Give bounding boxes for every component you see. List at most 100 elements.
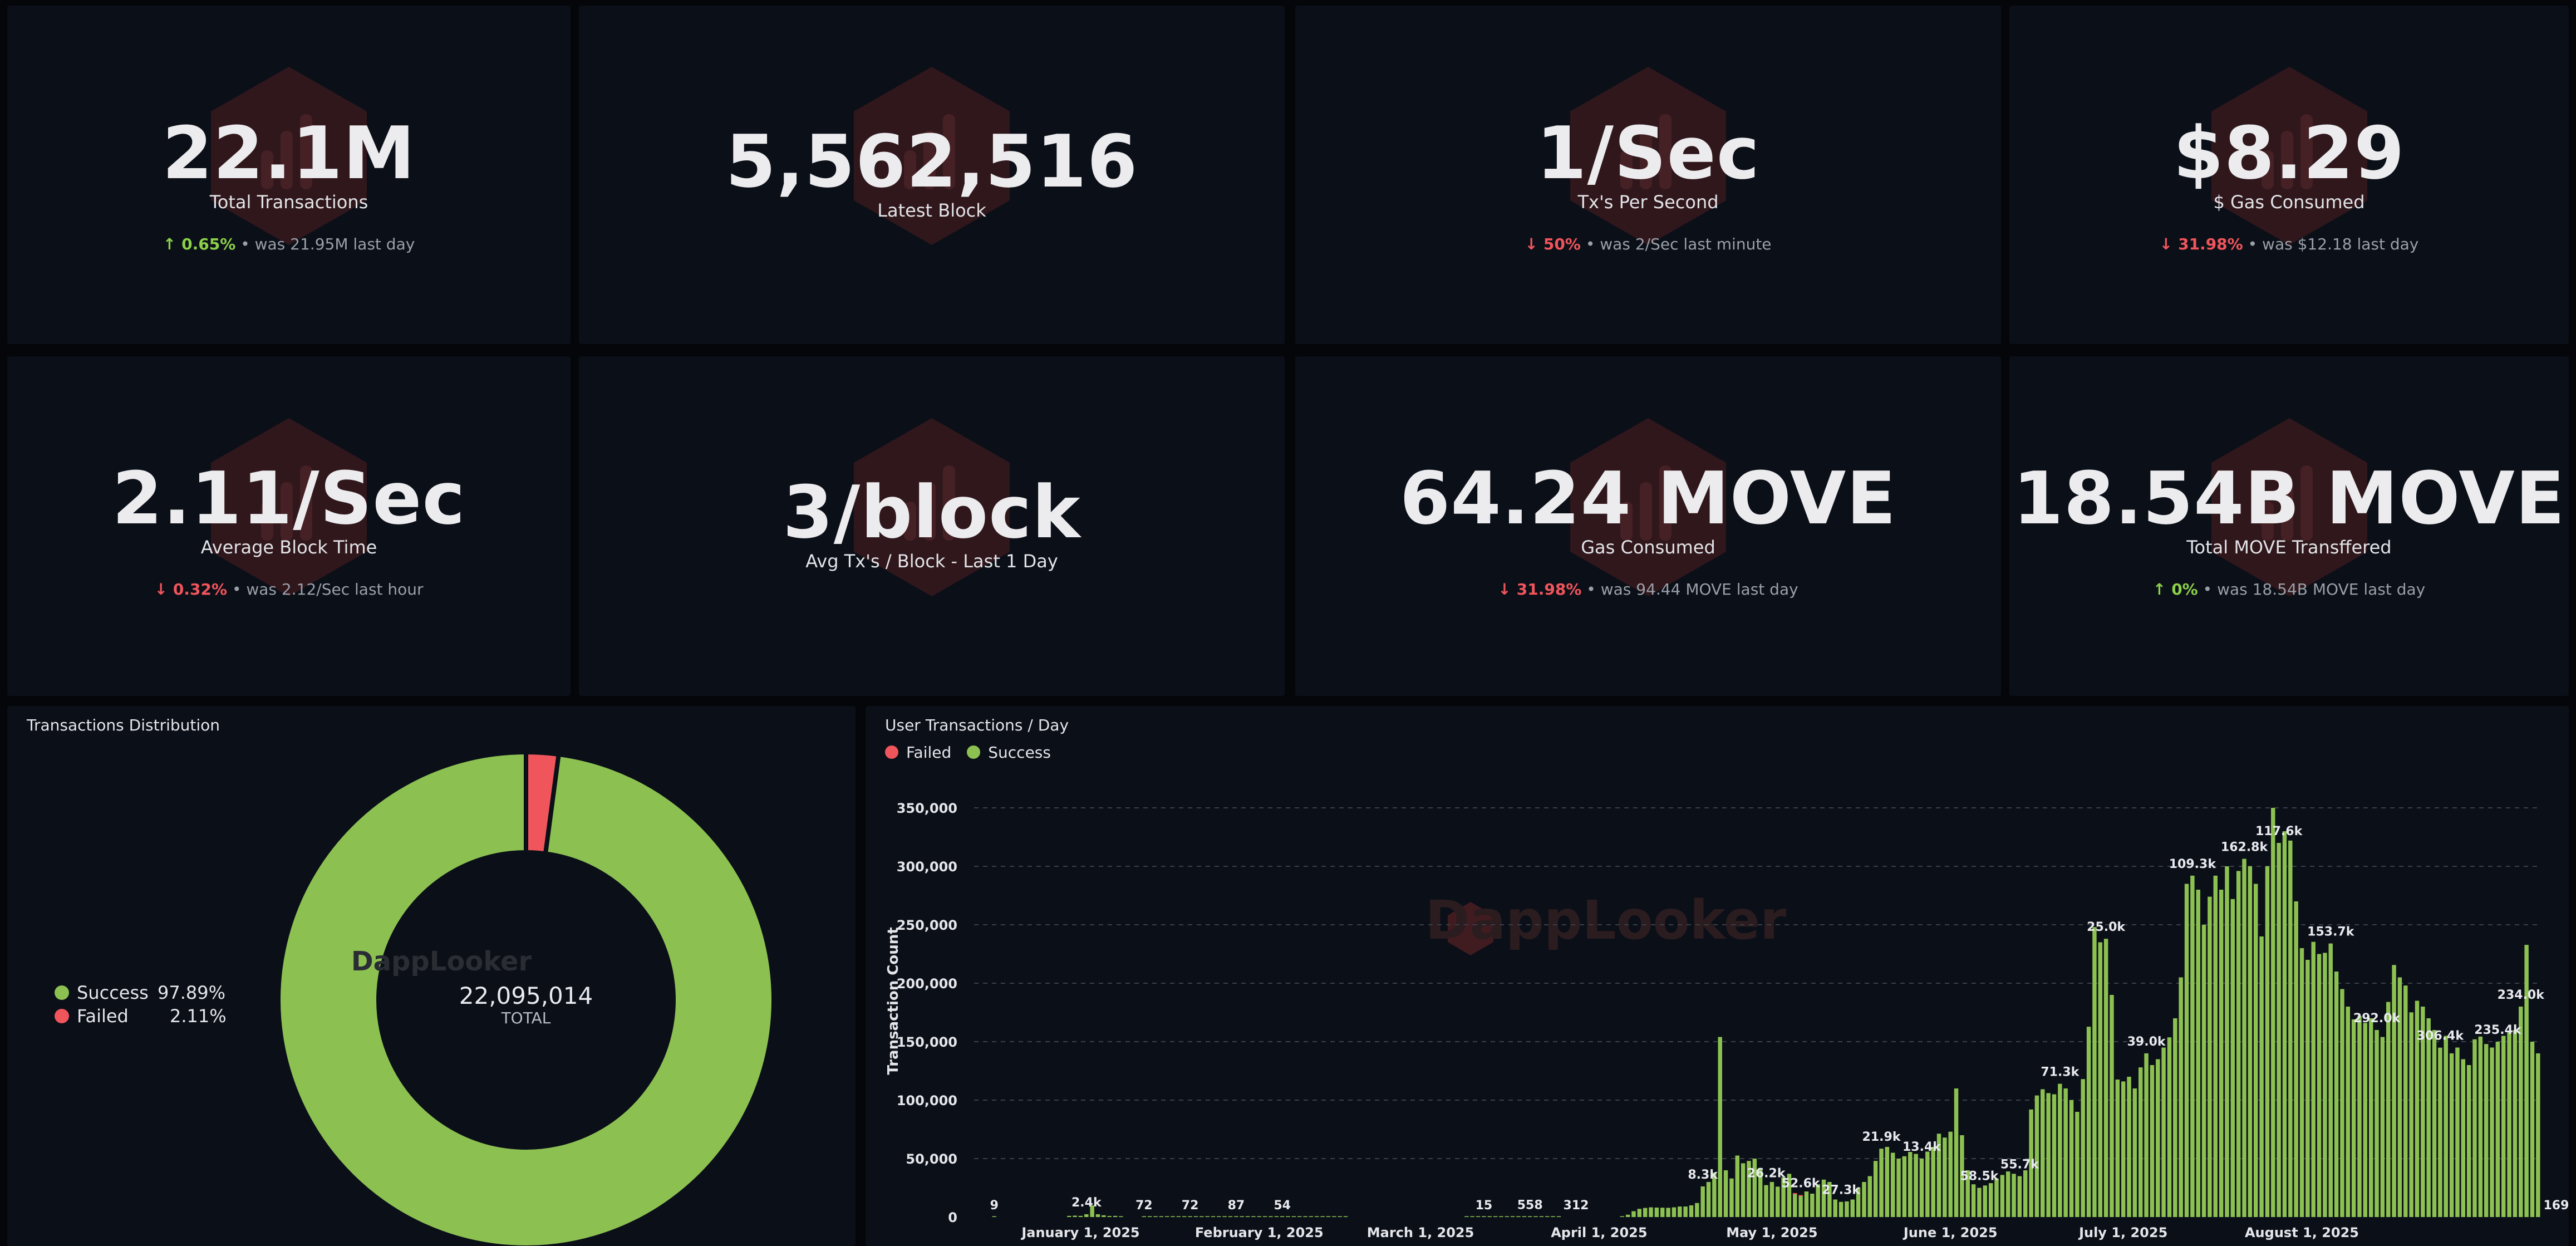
bar-success[interactable] <box>2069 1100 2074 1217</box>
bar-success[interactable] <box>2449 1053 2454 1217</box>
bar-success[interactable] <box>2294 901 2298 1217</box>
bar-success[interactable] <box>1695 1203 1699 1217</box>
bar-success[interactable] <box>2092 927 2097 1217</box>
bar-success[interactable] <box>1752 1159 1757 1217</box>
bar-success[interactable] <box>2259 936 2264 1217</box>
bar-success[interactable] <box>1482 1216 1486 1218</box>
bar-success[interactable] <box>1769 1182 1774 1217</box>
bar-success[interactable] <box>2098 942 2103 1218</box>
bar-success[interactable] <box>2461 1059 2466 1218</box>
bar-success[interactable] <box>2242 859 2246 1217</box>
bar-success[interactable] <box>2305 960 2310 1217</box>
bar-failed[interactable] <box>1793 1193 1797 1194</box>
bar-success[interactable] <box>1660 1208 1665 1217</box>
bar-success[interactable] <box>1931 1147 1935 1217</box>
bar-success[interactable] <box>1113 1215 1118 1217</box>
bar-success[interactable] <box>1723 1170 1728 1217</box>
kpi-card[interactable]: 3/block Avg Tx's / Block - Last 1 Day <box>579 356 1285 696</box>
bar-success[interactable] <box>1948 1131 1953 1217</box>
bar-success[interactable] <box>2357 1016 2362 1217</box>
bar-success[interactable] <box>1845 1201 1849 1217</box>
bar-success[interactable] <box>2005 1171 2010 1217</box>
bar-success[interactable] <box>2513 1030 2518 1217</box>
bar-success[interactable] <box>1527 1216 1532 1218</box>
bar-success[interactable] <box>2265 866 2270 1217</box>
bar-success[interactable] <box>2190 875 2195 1217</box>
bar-success[interactable] <box>1943 1137 1947 1217</box>
bar-success[interactable] <box>2455 1047 2460 1218</box>
bar-success[interactable] <box>1666 1208 1670 1217</box>
bar-success[interactable] <box>1678 1206 1682 1217</box>
bar-success[interactable] <box>1326 1216 1331 1218</box>
bar-success[interactable] <box>2034 1095 2039 1217</box>
bar-success[interactable] <box>1102 1215 1106 1217</box>
kpi-card[interactable]: 18.54B MOVE Total MOVE Transffered ↑ 0% • w… <box>2009 356 2569 696</box>
bar-success[interactable] <box>1706 1182 1711 1217</box>
bar-success[interactable] <box>1084 1214 1089 1217</box>
bar-success[interactable] <box>1211 1216 1216 1218</box>
bar-success[interactable] <box>2328 943 2333 1217</box>
bar-success[interactable] <box>2115 1080 2120 1217</box>
bar-success[interactable] <box>2490 1047 2494 1218</box>
bar-success[interactable] <box>1862 1182 1866 1217</box>
bar-success[interactable] <box>1890 1152 1895 1218</box>
bar-success[interactable] <box>1787 1174 1792 1217</box>
bar-success[interactable] <box>1303 1216 1307 1218</box>
bar-success[interactable] <box>1193 1216 1198 1218</box>
bar-success[interactable] <box>1850 1199 1855 1218</box>
bar-success[interactable] <box>1643 1208 1648 1217</box>
bar-success[interactable] <box>2478 1036 2483 1217</box>
bar-success[interactable] <box>2426 1018 2431 1217</box>
bar-success[interactable] <box>2340 989 2344 1218</box>
bar-success[interactable] <box>1885 1147 1890 1217</box>
bar-success[interactable] <box>2495 1042 2500 1217</box>
bar-success[interactable] <box>2507 1032 2511 1217</box>
bar-success[interactable] <box>1338 1216 1342 1218</box>
bar-success[interactable] <box>1810 1194 1815 1217</box>
bar-success[interactable] <box>1332 1216 1336 1218</box>
bar-success[interactable] <box>1747 1161 1751 1217</box>
bar-success[interactable] <box>1908 1152 1913 1217</box>
bar-success[interactable] <box>1095 1214 1100 1217</box>
bar-success[interactable] <box>1217 1216 1221 1218</box>
bar-success[interactable] <box>1147 1216 1152 1218</box>
kpi-card[interactable]: $8.29 $ Gas Consumed ↓ 31.98% • was $12.18 … <box>2009 6 2569 344</box>
bar-success[interactable] <box>2196 890 2200 1217</box>
bar-success[interactable] <box>1078 1215 1083 1217</box>
legend-item-success[interactable]: Success <box>967 740 1051 764</box>
bar-success[interactable] <box>2466 1065 2471 1217</box>
bar-success[interactable] <box>2052 1094 2057 1218</box>
bar-success[interactable] <box>1510 1216 1515 1218</box>
bar-success[interactable] <box>1545 1216 1550 1218</box>
kpi-card[interactable]: 1/Sec Tx's Per Second ↓ 50% • was 2/Sec las… <box>1295 6 2001 344</box>
bar-success[interactable] <box>1176 1216 1181 1218</box>
bar-success[interactable] <box>2058 1083 2062 1217</box>
bar-success[interactable] <box>1205 1216 1210 1218</box>
bar-success[interactable] <box>1499 1216 1503 1218</box>
bar-success[interactable] <box>2219 890 2224 1217</box>
bar-success[interactable] <box>2397 977 2402 1218</box>
bar-success[interactable] <box>1199 1216 1204 1218</box>
kpi-card[interactable]: 5,562,516 Latest Block <box>579 6 1285 344</box>
legend-item-failed[interactable]: Failed 2.11% <box>55 1004 227 1028</box>
bar-success[interactable] <box>1896 1159 1901 1217</box>
bar-success[interactable] <box>1764 1185 1768 1217</box>
bar-success[interactable] <box>1936 1134 1941 1217</box>
bar-success[interactable] <box>1171 1216 1175 1218</box>
bar-success[interactable] <box>1867 1176 1872 1218</box>
bar-success[interactable] <box>1833 1199 1837 1218</box>
bar-success[interactable] <box>2351 1019 2356 1217</box>
bar-success[interactable] <box>1164 1216 1169 1218</box>
bar-success[interactable] <box>1234 1216 1238 1218</box>
bar-success[interactable] <box>1476 1216 1481 1218</box>
bar-success[interactable] <box>1090 1205 1094 1217</box>
bar-success[interactable] <box>2432 1030 2437 1217</box>
bar-success[interactable] <box>1286 1216 1290 1218</box>
bar-success[interactable] <box>1251 1216 1256 1218</box>
bar-success[interactable] <box>1925 1151 1930 1217</box>
bar-success[interactable] <box>1297 1216 1302 1218</box>
bar-success[interactable] <box>1067 1215 1071 1217</box>
bar-success[interactable] <box>1735 1155 1740 1217</box>
legend-item-success[interactable]: Success 97.89% <box>55 981 227 1004</box>
bar-success[interactable] <box>2282 831 2287 1217</box>
